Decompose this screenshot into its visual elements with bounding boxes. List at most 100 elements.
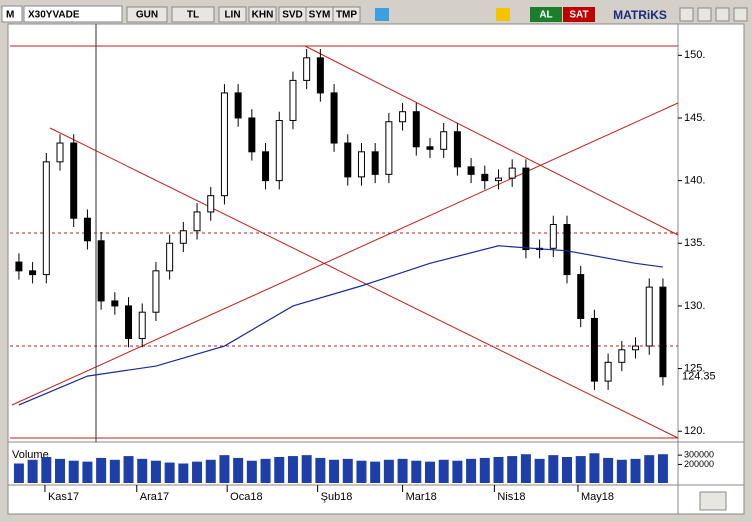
candle-body (29, 270, 37, 276)
volume-bar (287, 456, 298, 483)
candle-body (262, 151, 270, 182)
toolbar-button[interactable] (218, 6, 247, 23)
candle-body (83, 217, 91, 242)
candle-body (632, 345, 640, 351)
toolbar-button-label: TL (187, 10, 199, 21)
volume-bar (246, 460, 257, 483)
maximize[interactable] (697, 7, 712, 22)
volume-bar (55, 458, 66, 483)
toolbar-button[interactable] (332, 6, 361, 23)
close[interactable] (733, 7, 748, 22)
volume-bar (383, 459, 394, 483)
candle-body (399, 111, 407, 123)
minimize[interactable] (679, 7, 694, 22)
volume-bar (68, 460, 79, 483)
sell-button[interactable] (563, 7, 595, 22)
candle-body (508, 167, 516, 179)
candle-body (522, 167, 530, 251)
volume-bar (356, 460, 367, 483)
candle-body (385, 121, 393, 175)
buy-button[interactable] (530, 7, 562, 22)
x-tick-label: May18 (581, 491, 614, 503)
volume-bar (479, 457, 490, 483)
menu-button[interactable] (1, 5, 23, 23)
candle-body (56, 142, 64, 163)
volume-bar (233, 457, 244, 483)
toolbar-button-label: SYM (309, 10, 331, 21)
refresh-icon[interactable] (496, 8, 510, 21)
volume-bar (13, 463, 24, 483)
toolbar-button-label: LIN (224, 10, 240, 21)
candle-body (453, 131, 461, 168)
volume-bar (589, 453, 600, 483)
y-tick-label: 135. (684, 237, 705, 249)
x-tick-label: Nis18 (497, 491, 525, 503)
volume-bar (575, 456, 586, 483)
volume-bar (657, 454, 668, 483)
volume-bar (438, 459, 449, 483)
toolbar-button[interactable] (171, 6, 215, 23)
candle-body (344, 142, 352, 178)
volume-bar (164, 462, 175, 483)
volume-bar (466, 458, 477, 483)
symbol: X30YVADE (28, 10, 80, 21)
candle-body (563, 223, 571, 276)
volume-bar (616, 459, 627, 483)
candle-body (152, 270, 160, 313)
toolbar-button-label: GUN (136, 10, 158, 21)
candle-body (70, 142, 78, 219)
x-tick-label: Kas17 (48, 491, 79, 503)
volume-bar (109, 459, 120, 483)
candle-body (42, 161, 50, 276)
candle-body (220, 92, 228, 197)
candle-body (645, 286, 653, 347)
volume-bar (192, 461, 203, 483)
candle-body (412, 111, 420, 148)
volume-bar (370, 461, 381, 483)
candle-body (426, 146, 434, 150)
candle-body (549, 223, 557, 249)
volume-bar (82, 461, 93, 483)
toolbar-button-label: KHN (252, 10, 274, 21)
candle-body (125, 305, 133, 340)
candle-body (371, 151, 379, 175)
candle-body (440, 131, 448, 150)
symbol-box[interactable] (23, 5, 123, 23)
x-tick-label: Şub18 (321, 491, 353, 503)
volume-bar (424, 461, 435, 483)
restore[interactable] (715, 7, 730, 22)
x-tick-label: Mar18 (406, 491, 437, 503)
candle-body (234, 92, 242, 119)
candle-body (111, 300, 119, 307)
candle-body (494, 177, 502, 182)
candle-body (207, 195, 215, 213)
toolbar-button[interactable] (248, 6, 277, 23)
candle-body (316, 57, 324, 94)
candle-body (481, 173, 489, 182)
volume-bar (630, 458, 641, 483)
volume-bar (260, 458, 271, 483)
candle-body (330, 92, 338, 144)
volume-bar (507, 456, 518, 483)
volume-bar (534, 458, 545, 483)
candle-body (138, 311, 146, 340)
trend-line (49, 127, 679, 439)
volume-bar (329, 459, 340, 483)
volume-bar (452, 460, 463, 483)
volume-bar (397, 458, 408, 483)
toolbar-button[interactable] (126, 6, 168, 23)
toolbar-button-label: SVD (282, 10, 303, 21)
volume-bar (315, 457, 326, 483)
candle-body (97, 240, 105, 302)
volume-bar (41, 457, 52, 483)
zoom-button[interactable] (699, 491, 727, 511)
brand: MATRiKS (613, 8, 667, 22)
y-tick-label: 120. (684, 425, 705, 437)
volume-bar (603, 457, 614, 483)
candle-body (659, 286, 667, 378)
toolbar-button-label: TMP (336, 10, 357, 21)
y-tick-label: 150. (684, 49, 705, 61)
twitter-icon[interactable] (375, 8, 389, 21)
y-tick-label: 130. (684, 300, 705, 312)
